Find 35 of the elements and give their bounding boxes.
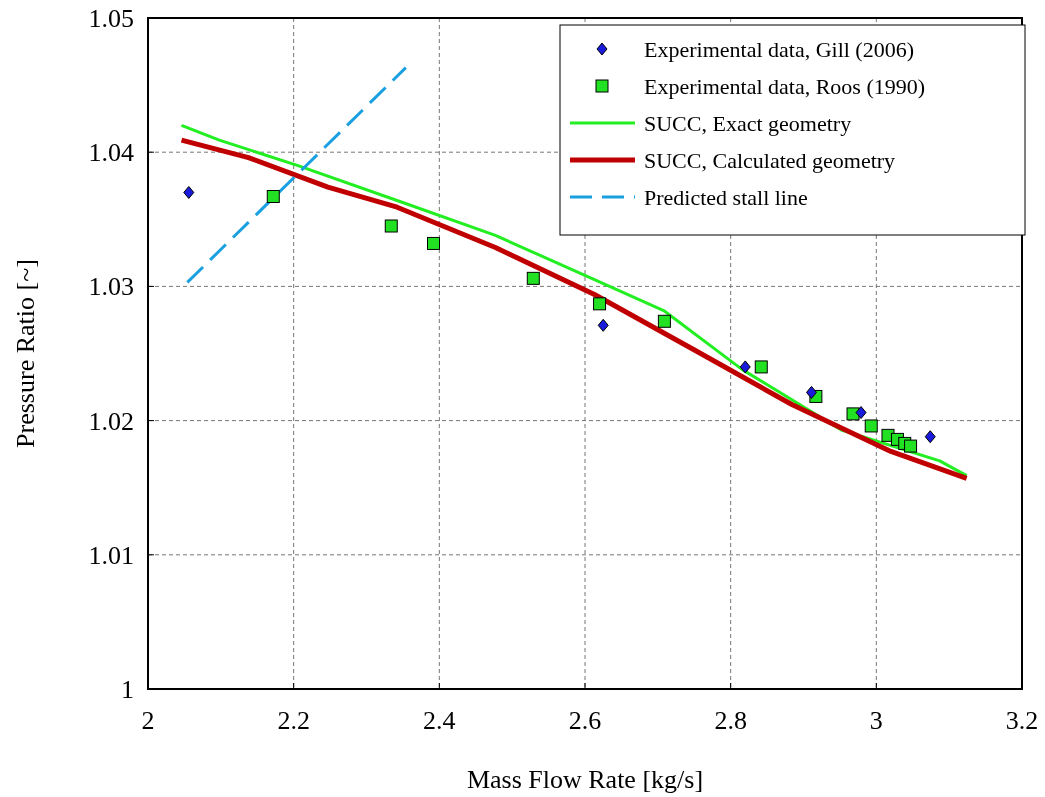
y-tick-label: 1.03 <box>88 272 134 302</box>
point <box>597 318 609 332</box>
y-tick-label: 1.01 <box>88 540 134 570</box>
point <box>593 297 607 311</box>
legend-label: Experimental data, Gill (2006) <box>644 37 915 62</box>
point <box>266 189 280 203</box>
x-tick-label: 3.2 <box>1005 706 1039 735</box>
x-tick-label: 2 <box>141 706 155 735</box>
point <box>904 439 918 453</box>
y-axis-title: Pressure Ratio [~] <box>11 259 40 448</box>
x-tick-label: 2.8 <box>714 706 747 735</box>
y-tick-label: 1.02 <box>88 406 134 436</box>
legend-label: Predicted stall line <box>644 185 808 210</box>
point <box>739 360 751 374</box>
legend-label: SUCC, Exact geometry <box>644 111 852 136</box>
point <box>427 236 441 250</box>
y-tick-label: 1 <box>121 675 134 704</box>
point <box>855 406 867 420</box>
x-tick-label: 2.6 <box>568 706 602 735</box>
x-tick-label: 2.2 <box>277 706 310 735</box>
x-axis-title: Mass Flow Rate [kg/s] <box>466 765 704 794</box>
point <box>384 219 398 233</box>
point <box>864 419 878 433</box>
legend-label: SUCC, Calculated geometry <box>644 148 896 173</box>
y-tick-label: 1.04 <box>88 138 134 168</box>
legend-label: Experimental data, Roos (1990) <box>644 74 926 99</box>
y-tick-label: 1.05 <box>88 4 134 33</box>
x-tick-label: 2.4 <box>423 706 456 735</box>
point <box>924 430 936 444</box>
point <box>806 385 818 399</box>
point <box>183 185 195 199</box>
x-tick-label: 3 <box>869 706 883 735</box>
point <box>754 360 768 374</box>
point <box>657 314 671 328</box>
point <box>526 271 540 285</box>
